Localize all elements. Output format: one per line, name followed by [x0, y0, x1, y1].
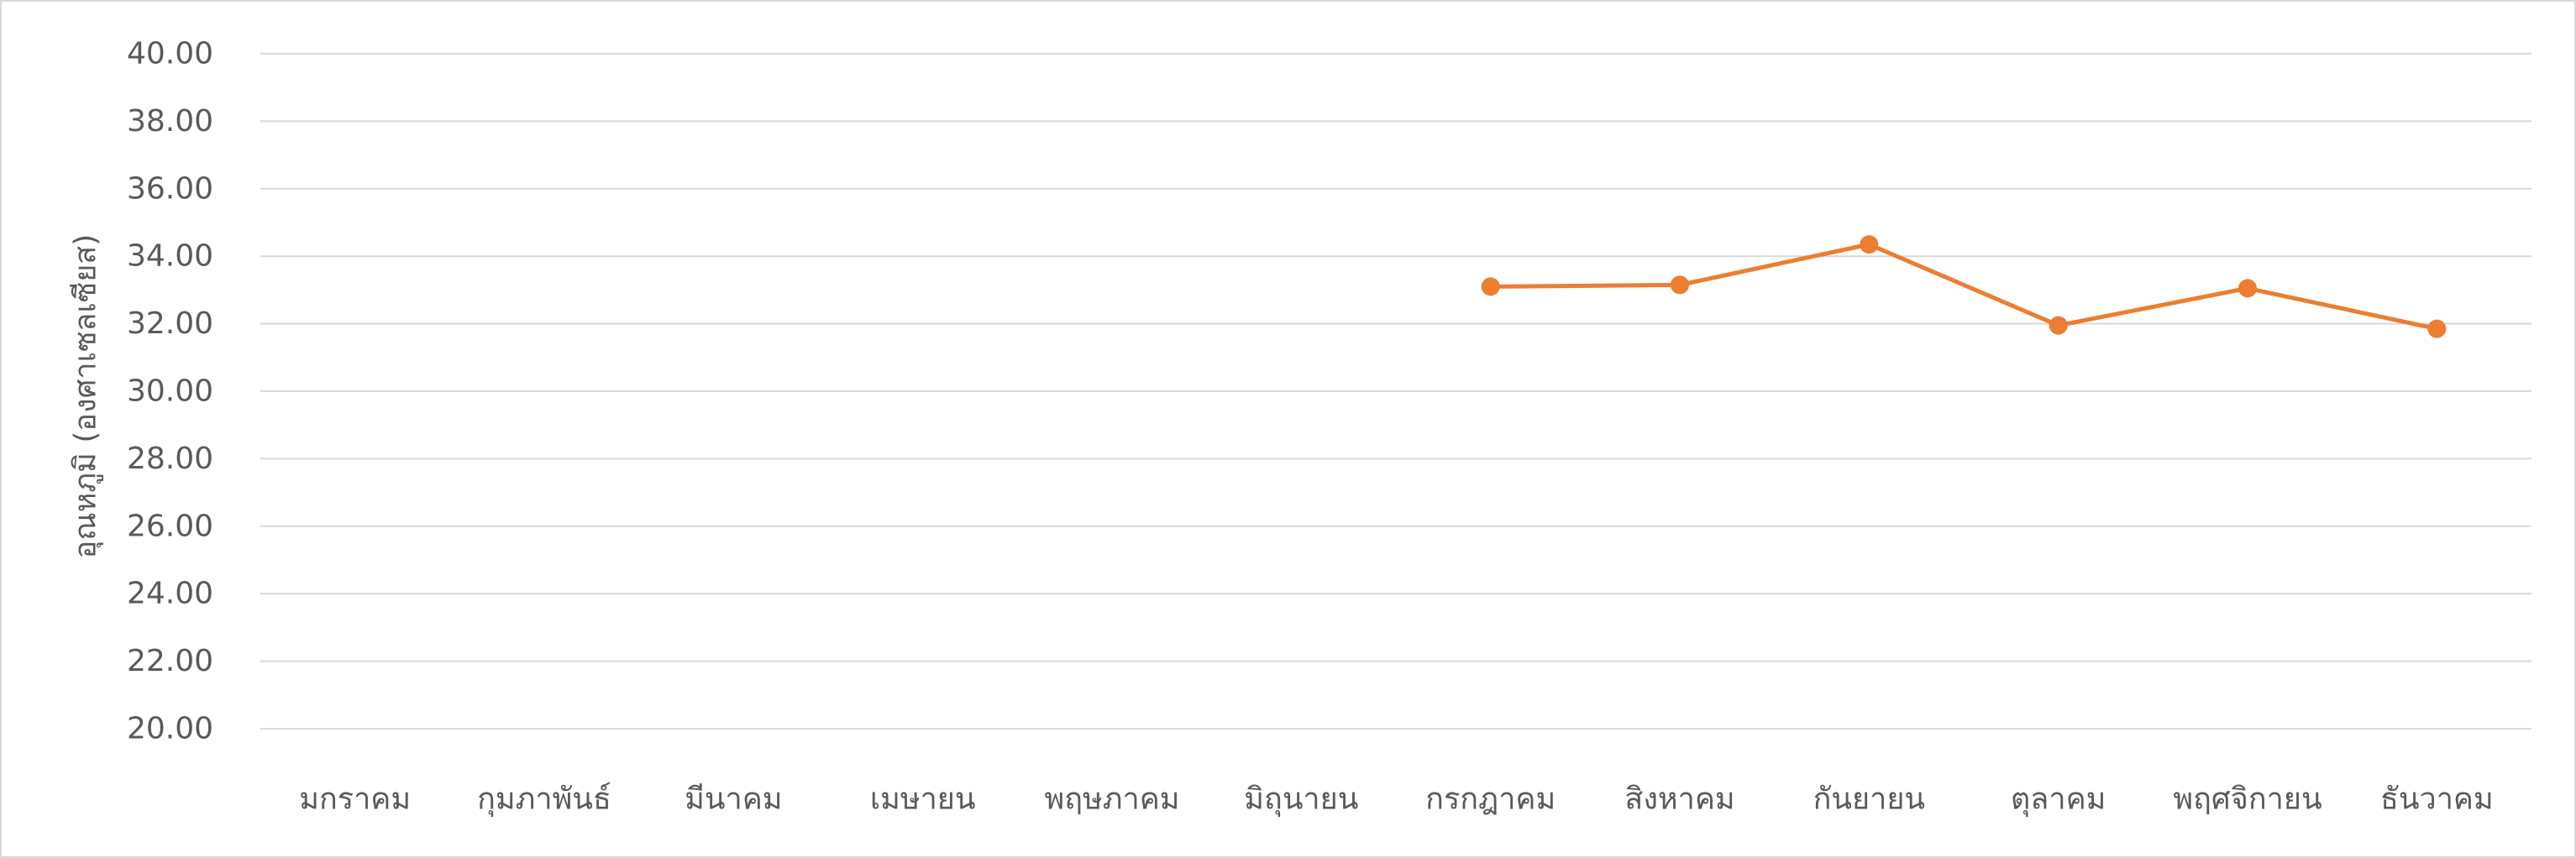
data-point — [1671, 275, 1689, 295]
data-point — [2049, 316, 2068, 335]
y-tick-label: 26.00 — [127, 509, 213, 543]
y-axis-ticks: 20.00 22.00 24.00 26.00 28.00 30.00 32.00 34.00… — [127, 37, 213, 746]
y-tick-label: 40.00 — [127, 37, 213, 71]
x-tick-label: ธันวาคม — [2380, 782, 2494, 817]
data-point — [2238, 279, 2257, 298]
x-tick-label: มิถุนายน — [1244, 782, 1358, 818]
y-tick-label: 22.00 — [127, 644, 213, 678]
x-tick-label: มีนาคม — [685, 782, 782, 817]
y-tick-label: 24.00 — [127, 577, 213, 611]
gridlines — [260, 53, 2531, 730]
y-tick-label: 28.00 — [127, 442, 213, 476]
data-point — [1860, 235, 1879, 254]
data-point — [1481, 277, 1500, 296]
y-axis-title: อุณหภูมิ (องศาเซลเซียส) — [69, 234, 104, 559]
x-tick-label: พฤศจิกายน — [2173, 782, 2322, 817]
x-tick-label: กุมภาพันธ์ — [477, 782, 611, 818]
x-tick-label: กรกฎาคม — [1425, 782, 1556, 817]
x-tick-label: มกราคม — [299, 782, 411, 817]
y-tick-label: 30.00 — [127, 374, 213, 409]
x-tick-label: เมษายน — [870, 782, 976, 817]
x-tick-label: สิงหาคม — [1624, 782, 1734, 817]
x-axis-ticks: มกราคม กุมภาพันธ์ มีนาคม เมษายน พฤษภาคม มิถุน… — [299, 782, 2494, 818]
x-tick-label: ตุลาคม — [2011, 782, 2106, 818]
data-point — [2427, 319, 2447, 338]
y-tick-label: 34.00 — [127, 239, 213, 274]
y-tick-label: 38.00 — [127, 104, 213, 139]
x-tick-label: กันยายน — [1813, 782, 1925, 817]
series-layer — [1481, 235, 2447, 338]
x-tick-label: พฤษภาคม — [1044, 782, 1179, 817]
y-tick-label: 32.00 — [127, 306, 213, 341]
series-line — [1488, 242, 2439, 332]
y-tick-label: 36.00 — [127, 171, 213, 206]
y-tick-label: 20.00 — [127, 712, 213, 746]
